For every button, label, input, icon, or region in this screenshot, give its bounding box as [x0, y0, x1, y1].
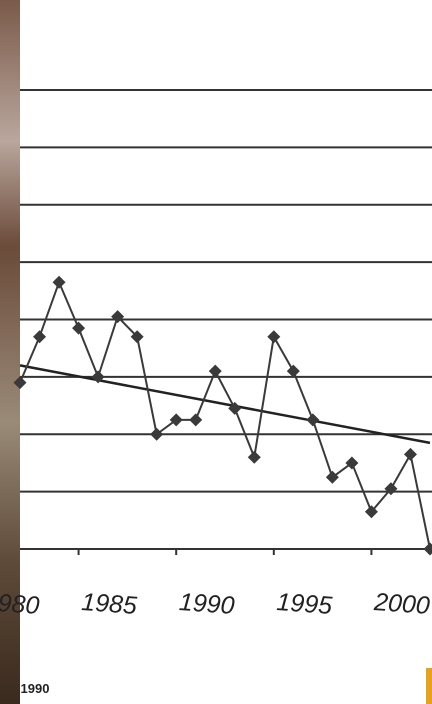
footnote: 1990 [21, 681, 50, 696]
photo-strip [0, 0, 20, 704]
x-tick-label: 1990 [178, 588, 236, 620]
x-tick-label: 1980 [0, 588, 40, 620]
point-marker [208, 364, 222, 378]
trend-line [19, 364, 431, 445]
point-marker [33, 330, 47, 344]
point-marker [72, 321, 86, 335]
x-tick-label: 1985 [80, 588, 138, 620]
point-marker [52, 275, 66, 289]
point-marker [91, 370, 105, 384]
point-marker [286, 364, 300, 378]
plot: 1980 1985 1990 1995 2000 [0, 89, 432, 620]
point-marker [130, 330, 144, 344]
point-marker [384, 482, 398, 496]
point-marker [267, 330, 281, 344]
point-marker [150, 427, 164, 441]
corner-accent [426, 668, 432, 704]
point-marker [345, 456, 359, 470]
x-tick-label: 2000 [372, 588, 431, 620]
point-marker [364, 505, 378, 519]
point-marker [403, 447, 417, 461]
point-marker [228, 401, 242, 415]
point-marker [423, 542, 432, 556]
point-marker [169, 413, 183, 427]
point-marker [189, 413, 203, 427]
point-marker [325, 470, 339, 484]
x-tick-label: 1995 [276, 588, 334, 620]
point-marker [111, 310, 125, 324]
point-marker [306, 413, 320, 427]
data-line [19, 281, 431, 550]
point-marker [247, 450, 261, 464]
point-marker [13, 376, 27, 390]
